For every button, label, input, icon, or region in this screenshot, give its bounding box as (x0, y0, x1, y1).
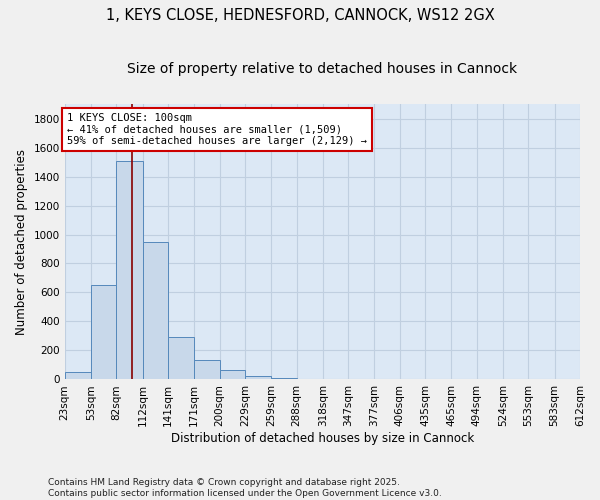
X-axis label: Distribution of detached houses by size in Cannock: Distribution of detached houses by size … (171, 432, 474, 445)
Text: Contains HM Land Registry data © Crown copyright and database right 2025.
Contai: Contains HM Land Registry data © Crown c… (48, 478, 442, 498)
Bar (143, 242, 168, 380)
Bar (271, 378, 296, 380)
Bar (65, 372, 91, 380)
Text: 1 KEYS CLOSE: 100sqm
← 41% of detached houses are smaller (1,509)
59% of semi-de: 1 KEYS CLOSE: 100sqm ← 41% of detached h… (67, 113, 367, 146)
Bar (116, 160, 143, 380)
Bar (168, 336, 194, 380)
Bar (323, 378, 348, 380)
Y-axis label: Number of detached properties: Number of detached properties (15, 149, 28, 335)
Bar (194, 360, 220, 380)
Title: Size of property relative to detached houses in Cannock: Size of property relative to detached ho… (127, 62, 517, 76)
Bar (245, 376, 271, 380)
Bar (220, 370, 245, 380)
Bar (91, 285, 116, 380)
Bar (296, 378, 323, 380)
Text: 1, KEYS CLOSE, HEDNESFORD, CANNOCK, WS12 2GX: 1, KEYS CLOSE, HEDNESFORD, CANNOCK, WS12… (106, 8, 494, 22)
